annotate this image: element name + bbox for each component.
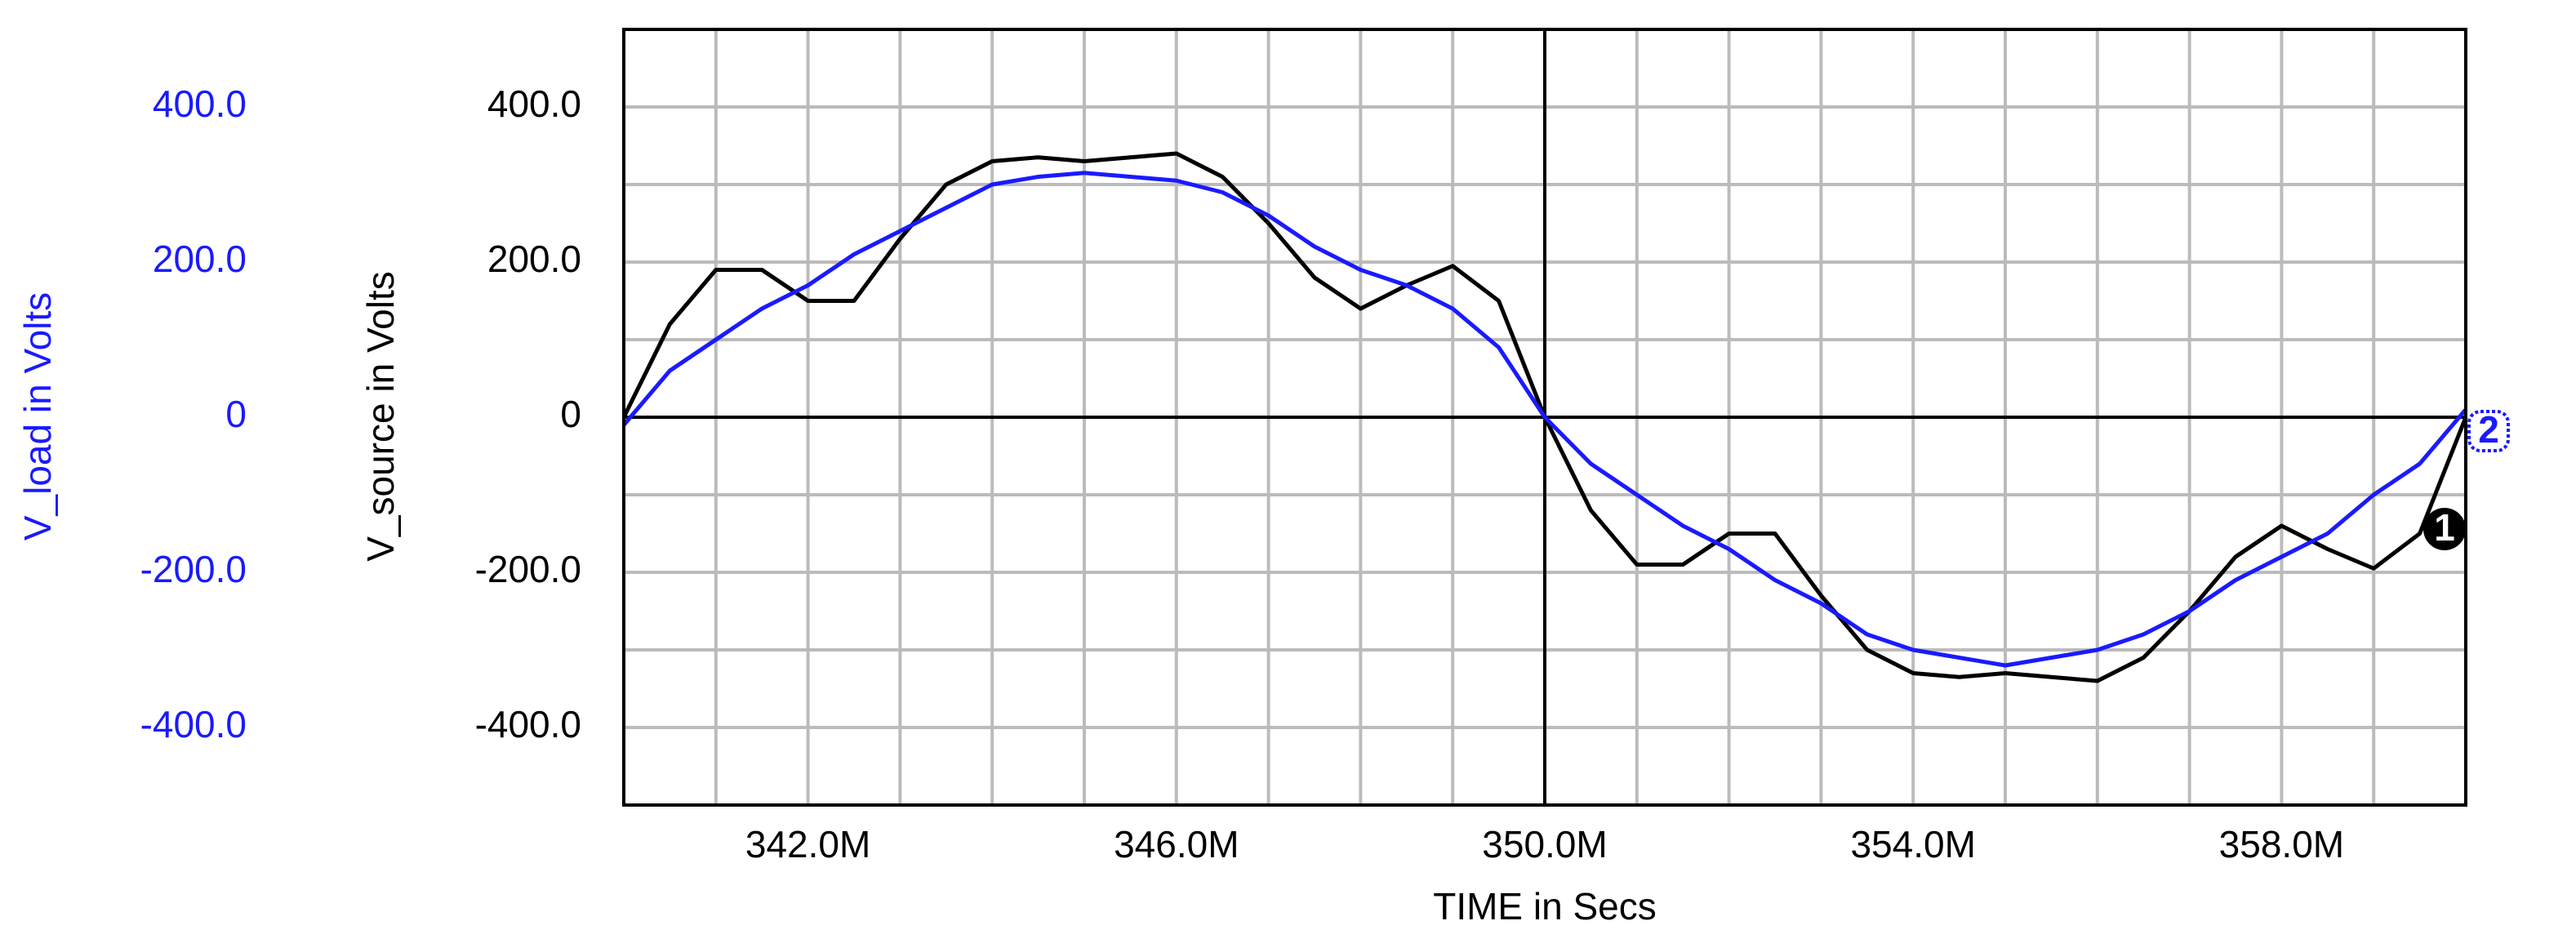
y2-tick-label: 200.0 — [153, 238, 247, 280]
x-tick-label: 350.0M — [1482, 823, 1607, 865]
x-tick-label: 342.0M — [745, 823, 870, 865]
y2-tick-label: -200.0 — [140, 548, 247, 590]
y-axis-label: V_source in Volts — [359, 271, 402, 561]
y2-tick-label: 400.0 — [153, 82, 247, 125]
x-tick-label: 354.0M — [1850, 823, 1975, 865]
series-marker — [2423, 508, 2466, 550]
y-tick-label: 200.0 — [487, 238, 581, 280]
x-tick-label: 358.0M — [2219, 823, 2344, 865]
x-axis-label: TIME in Secs — [1433, 885, 1657, 928]
y2-axis-label: V_load in Volts — [16, 292, 59, 541]
plot-frame — [622, 28, 2467, 807]
series-marker-label: 1 — [2434, 506, 2455, 549]
series-line — [622, 171, 2467, 668]
y-tick-label: 400.0 — [487, 82, 581, 125]
series-marker — [2467, 410, 2510, 452]
series-marker-label: 2 — [2478, 408, 2499, 451]
y-tick-label: -400.0 — [475, 703, 581, 745]
y-tick-label: -200.0 — [475, 548, 581, 590]
y2-tick-label: -400.0 — [140, 703, 247, 745]
y-tick-label: 0 — [560, 393, 581, 435]
x-tick-label: 346.0M — [1114, 823, 1239, 865]
y2-tick-label: 0 — [225, 393, 247, 435]
